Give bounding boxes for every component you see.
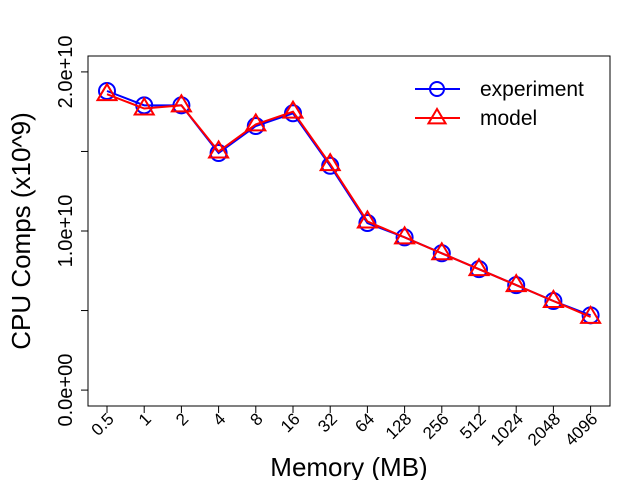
legend-label-model: model xyxy=(480,107,537,130)
legend: experiment model xyxy=(415,78,584,130)
x-tick-label: 128 xyxy=(382,409,415,442)
model-point xyxy=(207,139,230,159)
experiment-point xyxy=(470,260,488,279)
model-point xyxy=(170,93,193,113)
x-tick-label: 1 xyxy=(135,409,155,429)
x-tick-label: 2 xyxy=(172,409,192,429)
experiment-point xyxy=(432,244,451,263)
experiment-point xyxy=(395,228,414,247)
x-tick-label: 32 xyxy=(314,409,341,436)
y-tick-label: 1.0e+10 xyxy=(55,195,77,268)
y-axis: 0.0e+00 1.0e+10 2.0e+10 xyxy=(55,35,88,427)
model-point xyxy=(318,152,342,172)
legend-label-experiment: experiment xyxy=(480,78,584,101)
x-axis-label: Memory (MB) xyxy=(270,452,427,480)
model-point xyxy=(356,209,379,229)
model-point xyxy=(393,225,416,245)
x-tick-label: 16 xyxy=(277,409,304,436)
x-tick-label: 4096 xyxy=(561,409,601,449)
x-tick-label: 0.5 xyxy=(88,409,118,439)
model-point xyxy=(95,82,119,102)
model-line xyxy=(106,93,591,318)
x-tick-label: 8 xyxy=(246,409,266,429)
model-point xyxy=(132,96,156,116)
model-point xyxy=(579,304,602,324)
legend-marker-experiment xyxy=(429,81,445,97)
legend-marker-model xyxy=(426,107,448,125)
experiment-point xyxy=(507,276,526,295)
y-axis-label: CPU Comps (x10^9) xyxy=(6,112,36,350)
series-layer xyxy=(95,82,602,325)
y-tick-label: 2.0e+10 xyxy=(55,35,77,108)
model-point xyxy=(430,241,454,261)
model-point xyxy=(504,273,528,293)
x-tick-label: 64 xyxy=(351,409,378,436)
model-point xyxy=(542,289,565,308)
experiment-point xyxy=(544,292,563,310)
model-point xyxy=(467,257,491,277)
model-point xyxy=(244,112,268,132)
x-tick-label: 512 xyxy=(456,409,489,442)
x-tick-label: 4 xyxy=(209,409,229,429)
model-point xyxy=(281,99,305,119)
x-tick-label: 2048 xyxy=(524,409,564,449)
y-tick-label: 0.0e+00 xyxy=(55,354,77,427)
x-tick-label: 1024 xyxy=(487,409,527,449)
x-tick-label: 256 xyxy=(419,409,452,442)
